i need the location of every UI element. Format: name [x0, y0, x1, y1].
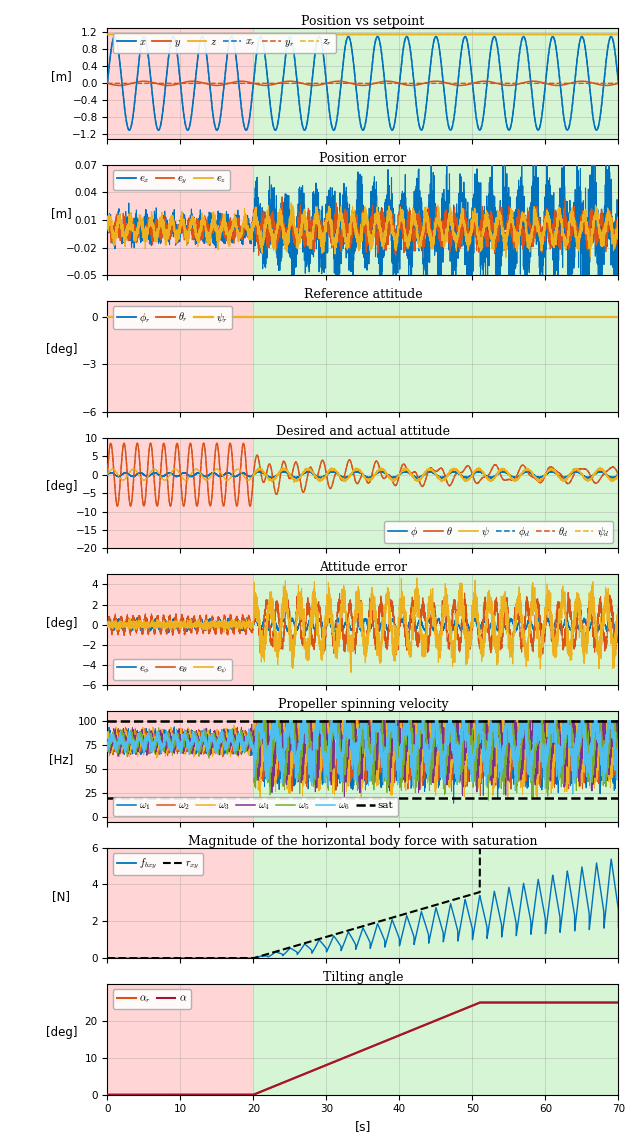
Y-axis label: [deg]: [deg]: [45, 480, 77, 494]
Bar: [108, 847, 253, 959]
Bar: [253, 437, 618, 549]
Bar: [253, 164, 618, 276]
Bar: [253, 28, 618, 139]
X-axis label: [s]: [s]: [355, 1120, 371, 1133]
Bar: [253, 847, 618, 959]
Bar: [108, 301, 253, 412]
Legend: $e_\phi$, $e_\theta$, $e_\psi$: $e_\phi$, $e_\theta$, $e_\psi$: [113, 659, 232, 680]
Bar: [108, 984, 253, 1095]
Title: Tilting angle: Tilting angle: [323, 971, 403, 984]
Bar: [253, 984, 618, 1095]
Y-axis label: [deg]: [deg]: [45, 1026, 77, 1039]
Legend: $x$, $y$, $z$, $x_r$, $y_r$, $z_r$: $x$, $y$, $z$, $x_r$, $y_r$, $z_r$: [113, 33, 337, 53]
Y-axis label: [m]: [m]: [51, 70, 72, 84]
Title: Position error: Position error: [319, 152, 406, 164]
Legend: $\omega_1$, $\omega_2$, $\omega_3$, $\omega_4$, $\omega_5$, $\omega_6$, sat: $\omega_1$, $\omega_2$, $\omega_3$, $\om…: [113, 797, 397, 816]
Title: Magnitude of the horizontal body force with saturation: Magnitude of the horizontal body force w…: [188, 835, 538, 847]
Title: Position vs setpoint: Position vs setpoint: [301, 15, 424, 28]
Legend: $\phi_r$, $\theta_r$, $\psi_r$: $\phi_r$, $\theta_r$, $\psi_r$: [113, 307, 232, 328]
Bar: [253, 574, 618, 685]
Y-axis label: [deg]: [deg]: [45, 616, 77, 629]
Bar: [253, 711, 618, 822]
Y-axis label: [Hz]: [Hz]: [49, 753, 74, 766]
Legend: $\phi$, $\theta$, $\psi$, $\phi_d$, $\theta_d$, $\psi_d$: $\phi$, $\theta$, $\psi$, $\phi_d$, $\th…: [384, 521, 613, 543]
Title: Desired and actual attitude: Desired and actual attitude: [276, 425, 450, 437]
Y-axis label: [deg]: [deg]: [45, 343, 77, 357]
Bar: [253, 301, 618, 412]
Bar: [108, 164, 253, 276]
Bar: [108, 437, 253, 549]
Y-axis label: [m]: [m]: [51, 207, 72, 220]
Title: Propeller spinning velocity: Propeller spinning velocity: [278, 698, 448, 711]
Title: Reference attitude: Reference attitude: [303, 288, 422, 301]
Bar: [108, 28, 253, 139]
Bar: [108, 574, 253, 685]
Legend: $\alpha_r$, $\alpha$: $\alpha_r$, $\alpha$: [113, 990, 191, 1009]
Title: Attitude error: Attitude error: [319, 561, 407, 574]
Bar: [108, 711, 253, 822]
Y-axis label: [N]: [N]: [52, 890, 70, 902]
Legend: $f_{bxy}$, $r_{xy}$: $f_{bxy}$, $r_{xy}$: [113, 853, 204, 876]
Legend: $e_x$, $e_y$, $e_z$: $e_x$, $e_y$, $e_z$: [113, 170, 230, 191]
